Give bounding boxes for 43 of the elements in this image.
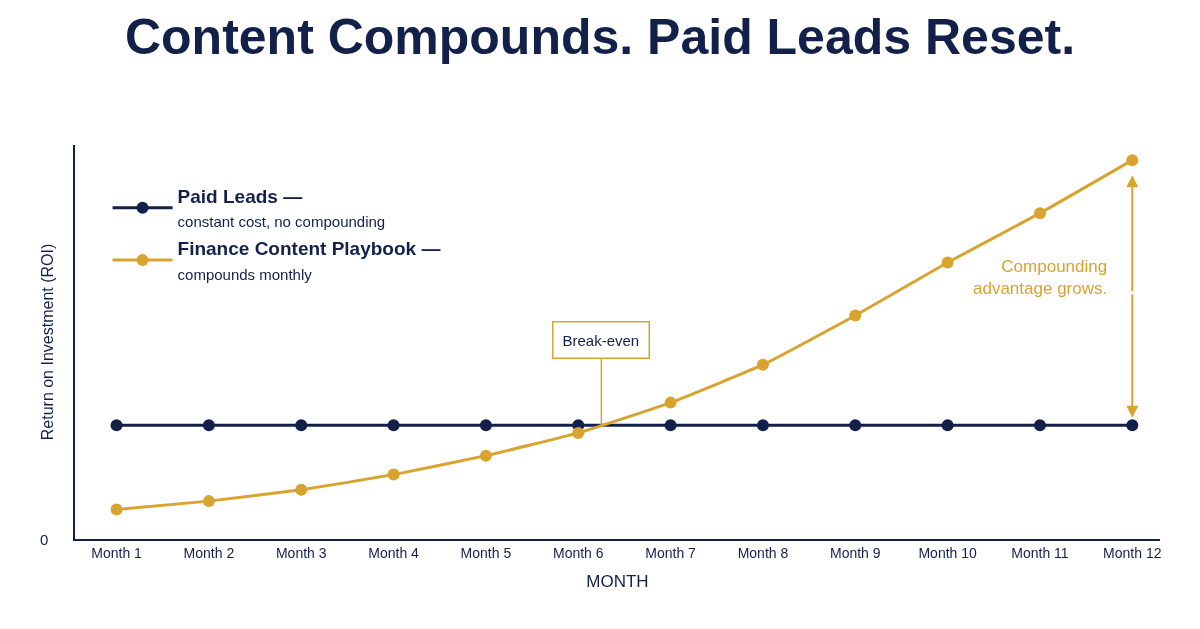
x-tick-label: Month 9 (829, 544, 881, 561)
point (664, 396, 677, 409)
point (1126, 154, 1139, 167)
point (756, 419, 769, 432)
x-tick-label: Month 11 (1011, 544, 1069, 561)
point (1033, 419, 1046, 432)
point (572, 426, 585, 439)
x-tick-label: Month 3 (275, 544, 327, 561)
chart-title: Content Compounds. Paid Leads Reset. (124, 8, 1076, 65)
point (849, 309, 862, 322)
point (941, 256, 954, 269)
text: 0 (40, 531, 49, 548)
x-tick-label: Month 7 (645, 544, 697, 561)
point (664, 419, 677, 432)
point (1126, 419, 1139, 432)
x-tick-label: Month 6 (552, 544, 604, 561)
point (110, 419, 123, 432)
point (387, 468, 400, 481)
x-tick-label: Month 10 (918, 544, 978, 561)
legend-label: Paid Leads — constant cost, no compounding (177, 185, 386, 231)
x-tick-label: Month 1 (91, 544, 143, 561)
x-tick-label: Month 8 (737, 544, 789, 561)
point (479, 449, 492, 462)
legend-label: Finance Content Playbook — compounds monthly (177, 238, 441, 283)
x-tick-label: Month 2 (183, 544, 235, 561)
x-tick-label: Month 4 (368, 544, 420, 561)
point (110, 503, 123, 516)
x-tick-label: Month 5 (460, 544, 512, 561)
annotation: Break-even (562, 331, 640, 349)
point (1033, 207, 1046, 220)
point (202, 419, 215, 432)
point (387, 419, 400, 432)
point (202, 495, 215, 508)
x-tick-label: Month 12 (1103, 544, 1162, 561)
point (849, 419, 862, 432)
point (295, 419, 308, 432)
point (941, 419, 954, 432)
y-axis-title: Return on Investment (ROI) (39, 243, 57, 441)
annotation: Compounding advantage grows. (973, 257, 1108, 299)
point (479, 419, 492, 432)
point (295, 483, 308, 496)
point (756, 358, 769, 371)
x-axis-title: MONTH (586, 571, 649, 591)
